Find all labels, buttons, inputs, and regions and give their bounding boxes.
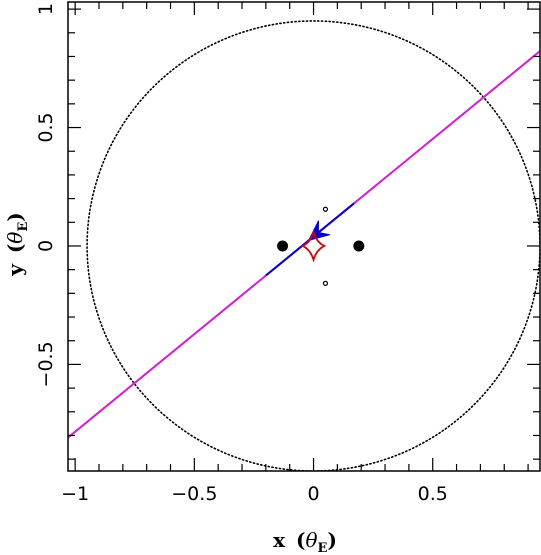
- axes-frame: [67, 1, 541, 472]
- y-tick-label: −0.5: [35, 341, 57, 387]
- lens-mass-point-1: [277, 240, 289, 252]
- plot-area: [68, 20, 540, 471]
- axis-ticks: [68, 2, 540, 471]
- tick-labels: −1 −0.5 0 0.5 −0.5 0 0.5 1: [35, 3, 448, 505]
- y-tick-label: 1: [35, 3, 57, 15]
- plot-frame: [67, 1, 541, 472]
- lens-mass-point-2: [353, 240, 365, 252]
- lensed-image-2: [322, 280, 329, 286]
- x-tick-label: 0.5: [418, 483, 448, 505]
- x-tick-label: −1: [61, 483, 89, 505]
- y-tick-label: 0: [35, 240, 57, 252]
- x-tick-label: 0: [307, 483, 319, 505]
- y-axis-label: y (θE): [3, 212, 31, 277]
- einstein-ring: [86, 20, 540, 471]
- y-tick-label: 0.5: [35, 112, 57, 142]
- caustic-curve: [300, 229, 327, 263]
- source-trajectory-line: [68, 49, 540, 439]
- lensed-image-1: [322, 206, 329, 212]
- x-axis-label: x (θE): [273, 528, 337, 555]
- x-tick-label: −0.5: [171, 483, 217, 505]
